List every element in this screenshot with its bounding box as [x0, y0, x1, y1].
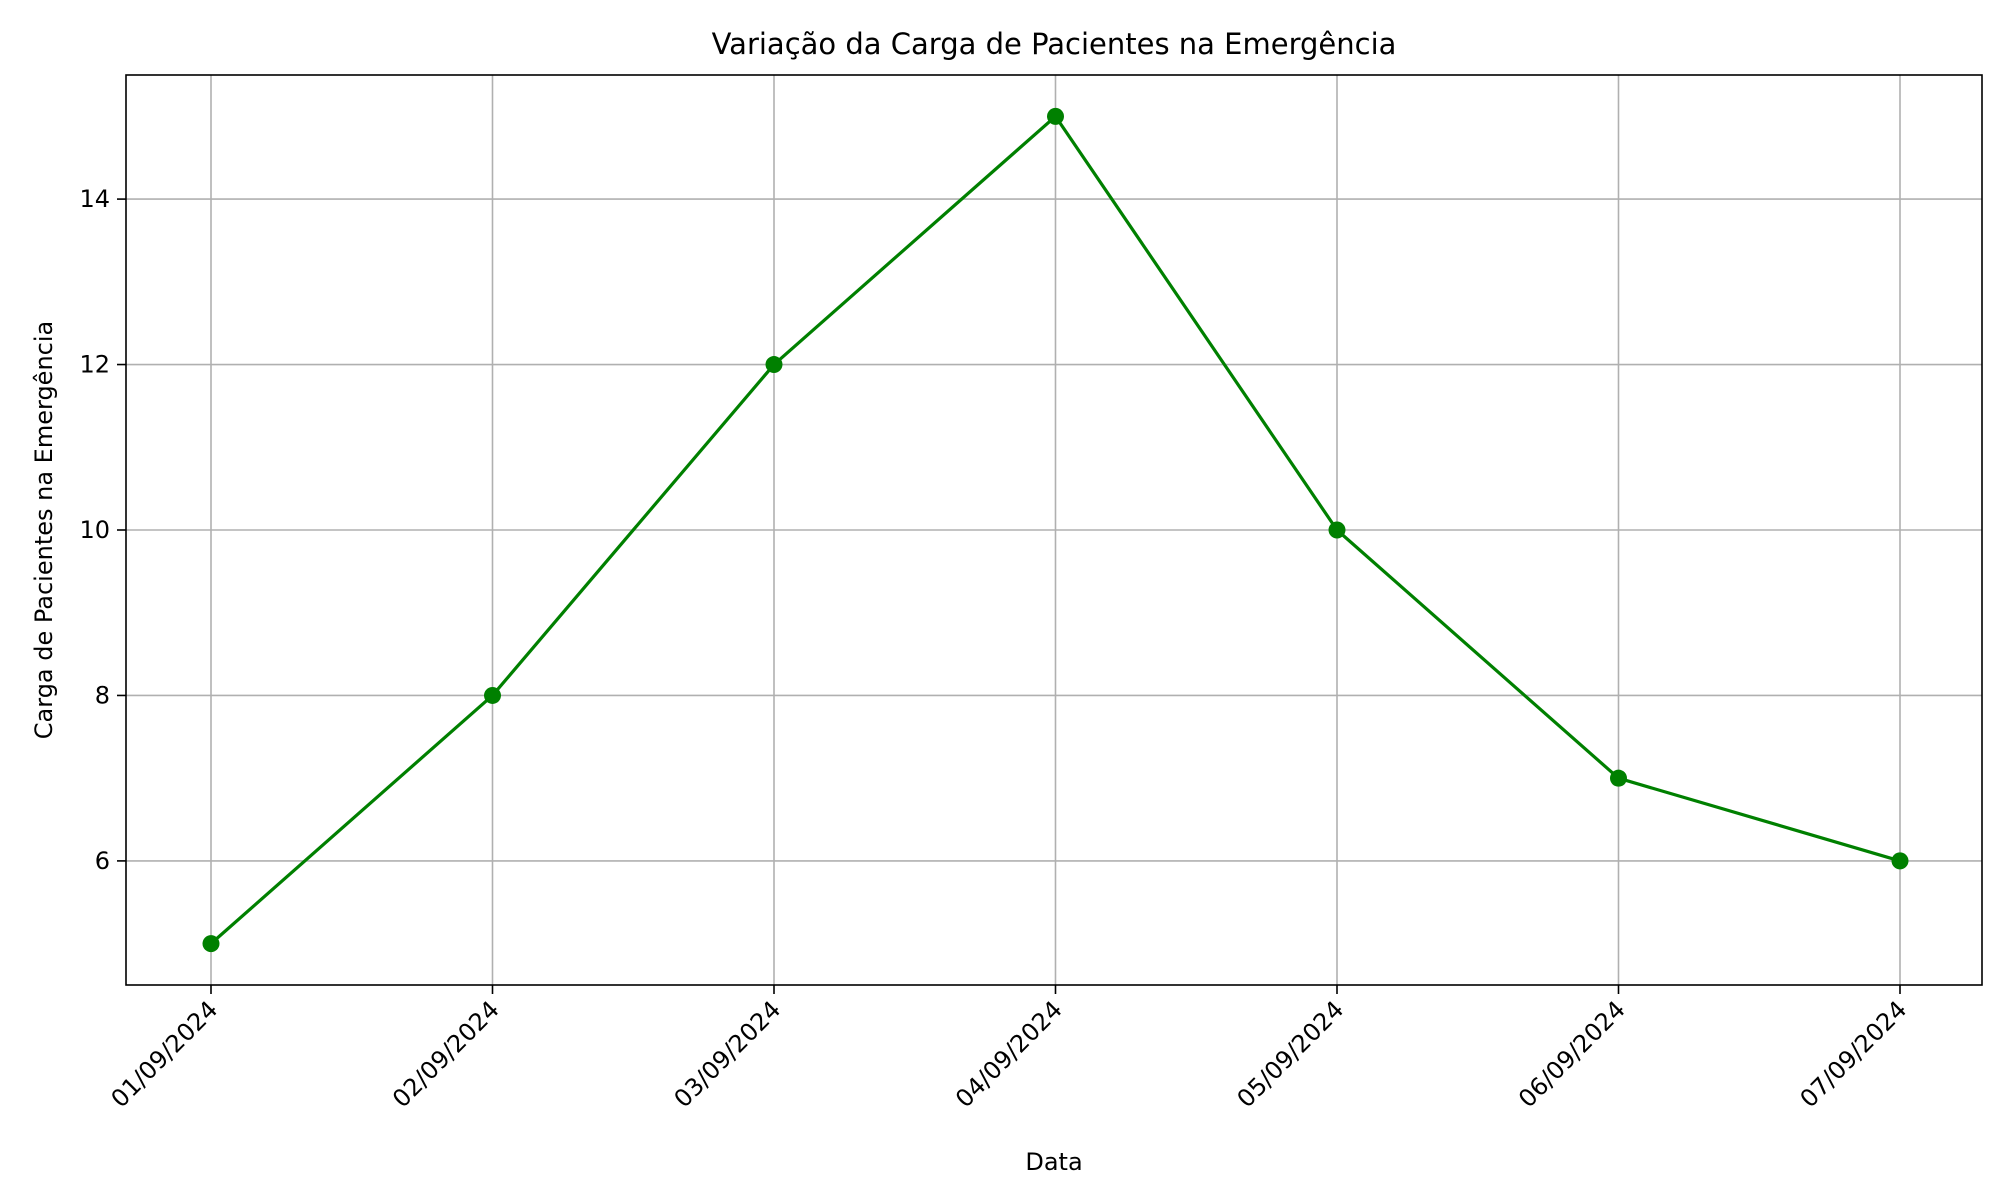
- x-tick-label: 03/09/2024: [669, 995, 787, 1113]
- data-point: [1047, 107, 1064, 125]
- y-tick-label: 6: [95, 847, 110, 875]
- x-axis-ticks: 01/09/2024 02/09/2024 03/09/2024 04/09/2024…: [106, 985, 1913, 1113]
- data-point: [1891, 852, 1909, 870]
- x-tick-label: 07/09/2024: [1795, 995, 1913, 1113]
- grid: [126, 75, 1982, 985]
- x-tick-label: 01/09/2024: [106, 995, 224, 1113]
- chart-title: Variação da Carga de Pacientes na Emergê…: [712, 27, 1397, 61]
- y-tick-label: 10: [79, 516, 110, 544]
- x-tick-label: 02/09/2024: [387, 995, 505, 1113]
- series-layer: [202, 107, 1909, 953]
- x-tick-label: 04/09/2024: [950, 995, 1068, 1113]
- y-tick-label: 12: [79, 351, 110, 379]
- y-tick-label: 8: [95, 681, 110, 709]
- x-axis-label: Data: [1025, 1148, 1082, 1176]
- data-point: [484, 686, 501, 704]
- y-axis-ticks: 6 8 10 12 14: [79, 185, 126, 875]
- data-point: [1610, 769, 1627, 787]
- x-tick-label: 06/09/2024: [1513, 995, 1631, 1113]
- y-tick-label: 14: [79, 185, 110, 213]
- data-point: [765, 356, 783, 374]
- y-axis-label: Carga de Pacientes na Emergência: [30, 321, 58, 739]
- data-point: [1328, 521, 1346, 539]
- data-point: [202, 935, 220, 953]
- x-tick-label: 05/09/2024: [1232, 995, 1350, 1113]
